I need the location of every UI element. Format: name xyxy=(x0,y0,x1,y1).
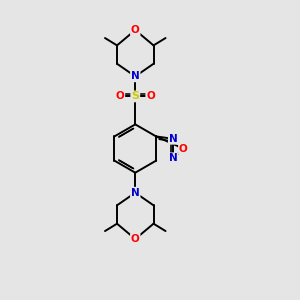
Text: N: N xyxy=(131,188,140,198)
Text: S: S xyxy=(131,92,139,101)
Text: O: O xyxy=(131,25,140,35)
Text: O: O xyxy=(179,143,188,154)
Text: O: O xyxy=(116,92,124,101)
Text: N: N xyxy=(169,153,178,163)
Text: O: O xyxy=(131,234,140,244)
Text: N: N xyxy=(169,134,178,144)
Text: N: N xyxy=(131,71,140,81)
Text: O: O xyxy=(146,92,155,101)
